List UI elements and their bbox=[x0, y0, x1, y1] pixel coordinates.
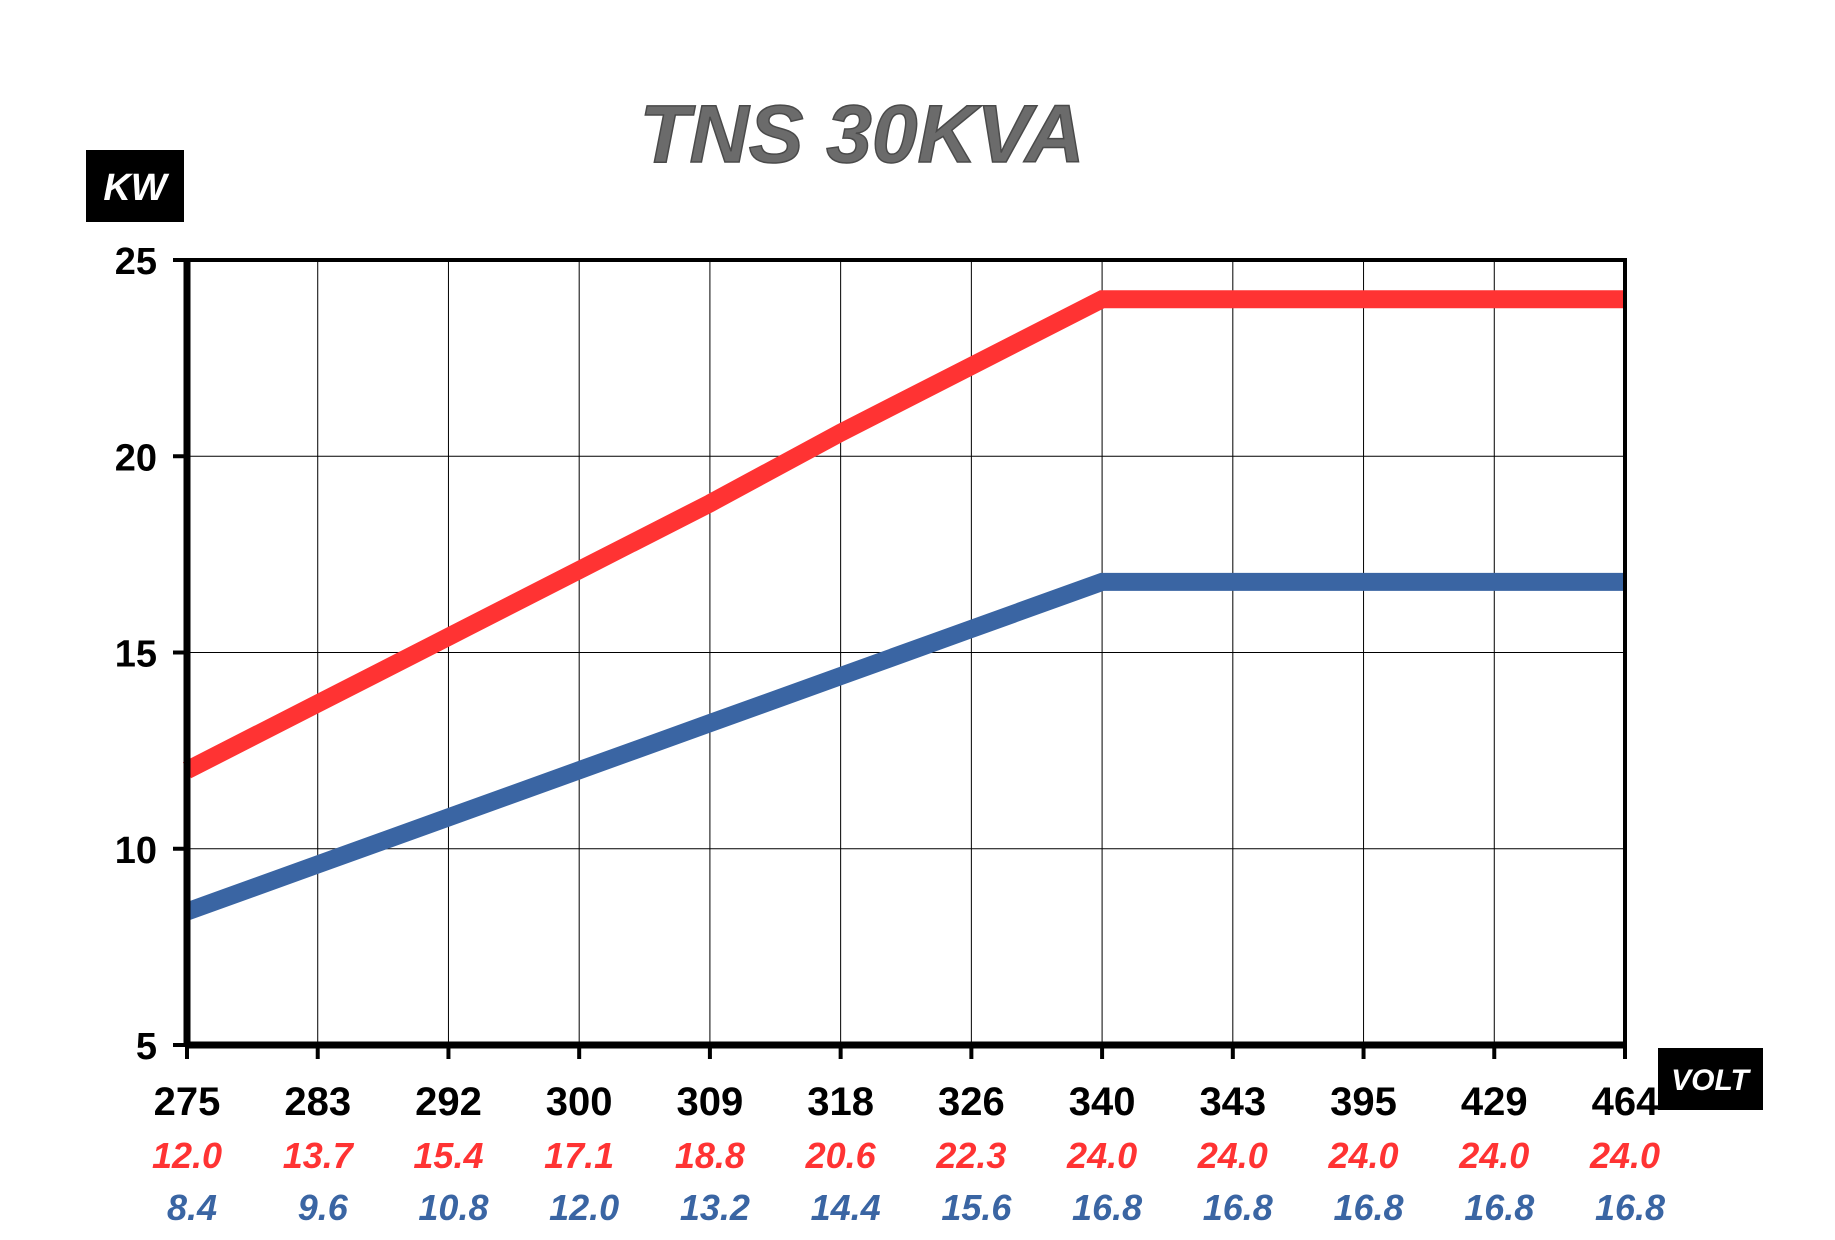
data-label: 13.7 bbox=[283, 1135, 355, 1176]
data-label: 15.6 bbox=[941, 1187, 1012, 1228]
data-label: 14.4 bbox=[811, 1187, 881, 1228]
x-unit-badge-bg bbox=[1658, 1048, 1763, 1110]
series-line bbox=[182, 290, 1625, 779]
x-tick-label: 292 bbox=[415, 1080, 482, 1124]
y-unit-badge: KW bbox=[86, 150, 184, 222]
x-ticks: 275 283 292 300 309 318 326 340 343 395 429 464 bbox=[154, 1045, 1659, 1124]
data-label: 16.8 bbox=[1203, 1187, 1273, 1228]
data-label: 16.8 bbox=[1595, 1187, 1665, 1228]
chart-title: TNS 30KVA bbox=[639, 89, 1084, 180]
x-tick-label: 283 bbox=[284, 1080, 351, 1124]
x-tick-label: 343 bbox=[1199, 1080, 1266, 1124]
y-unit-badge-bg bbox=[86, 150, 184, 222]
series-lines bbox=[182, 290, 1625, 921]
data-label: 24.0 bbox=[1328, 1135, 1399, 1176]
data-label: 20.6 bbox=[805, 1135, 877, 1176]
data-label: 10.8 bbox=[418, 1187, 488, 1228]
x-tick-label: 326 bbox=[938, 1080, 1005, 1124]
y-axis-label: KW bbox=[103, 167, 169, 209]
data-label: 15.4 bbox=[413, 1135, 483, 1176]
data-label: 8.4 bbox=[167, 1187, 217, 1228]
y-tick-label: 25 bbox=[115, 241, 157, 283]
data-label: 13.2 bbox=[680, 1187, 750, 1228]
y-tick-label: 15 bbox=[115, 634, 157, 676]
y-tick-label: 5 bbox=[136, 1026, 157, 1068]
x-tick-label: 300 bbox=[546, 1080, 613, 1124]
y-tick-label: 10 bbox=[115, 830, 157, 872]
data-label: 24.0 bbox=[1589, 1135, 1660, 1176]
data-label: 16.8 bbox=[1072, 1187, 1142, 1228]
data-label: 18.8 bbox=[675, 1135, 745, 1176]
x-tick-label: 464 bbox=[1592, 1080, 1659, 1124]
x-tick-label: 318 bbox=[807, 1080, 874, 1124]
y-ticks: 25 20 15 10 5 bbox=[115, 241, 187, 1068]
data-label: 24.0 bbox=[1458, 1135, 1529, 1176]
x-axis-label: VOLT bbox=[1671, 1064, 1751, 1097]
x-tick-label: 275 bbox=[154, 1080, 221, 1124]
data-label: 17.1 bbox=[544, 1135, 614, 1176]
value-rows: 12.0 13.7 15.4 17.1 18.8 20.6 22.3 24.0 24.0 24.0… bbox=[152, 1135, 1665, 1228]
data-label: 12.0 bbox=[549, 1187, 619, 1228]
data-label: 12.0 bbox=[152, 1135, 222, 1176]
axes bbox=[183, 258, 1627, 1049]
y-tick-label: 20 bbox=[115, 437, 157, 479]
data-label: 24.0 bbox=[1066, 1135, 1137, 1176]
series-line bbox=[183, 572, 1625, 921]
x-tick-label: 309 bbox=[677, 1080, 744, 1124]
data-label: 22.3 bbox=[935, 1135, 1006, 1176]
data-label: 16.8 bbox=[1334, 1187, 1404, 1228]
x-tick-label: 395 bbox=[1330, 1080, 1397, 1124]
x-tick-label: 340 bbox=[1069, 1080, 1136, 1124]
x-unit-badge: VOLT bbox=[1658, 1048, 1763, 1110]
data-label: 9.6 bbox=[298, 1187, 349, 1228]
data-label: 16.8 bbox=[1464, 1187, 1534, 1228]
x-tick-label: 429 bbox=[1461, 1080, 1528, 1124]
data-label: 24.0 bbox=[1197, 1135, 1268, 1176]
